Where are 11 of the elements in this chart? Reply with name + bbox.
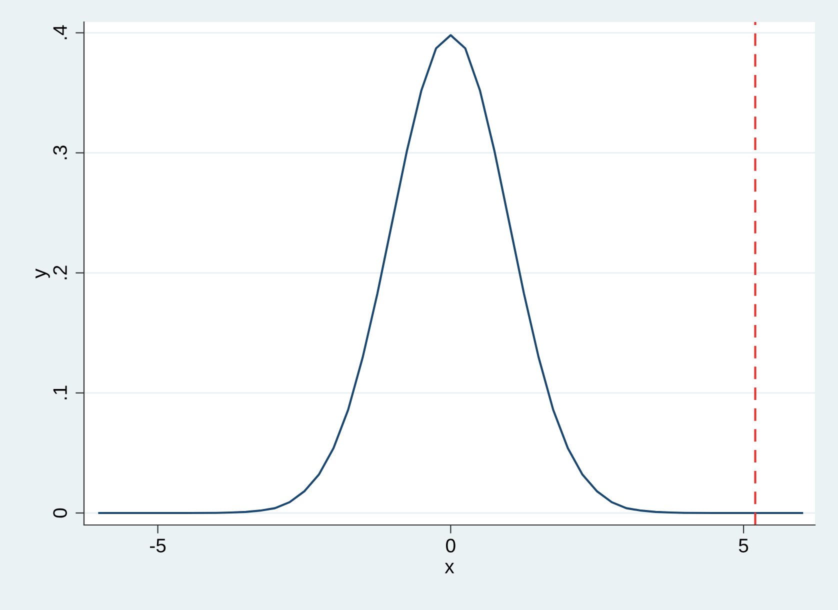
x-tick-label: -5 [150,538,166,552]
y-tick-label: .4 [53,25,67,40]
x-tick-label: 0 [446,538,456,552]
x-tick-label: 5 [738,538,748,552]
y-tick-label: .2 [53,266,67,280]
y-tick-label: .3 [53,146,67,160]
y-axis-title: y [36,268,50,278]
line-series [98,34,804,514]
x-axis-title: x [444,562,454,574]
y-tick-label: .1 [53,386,67,400]
y-tick-label: 0 [53,508,67,518]
